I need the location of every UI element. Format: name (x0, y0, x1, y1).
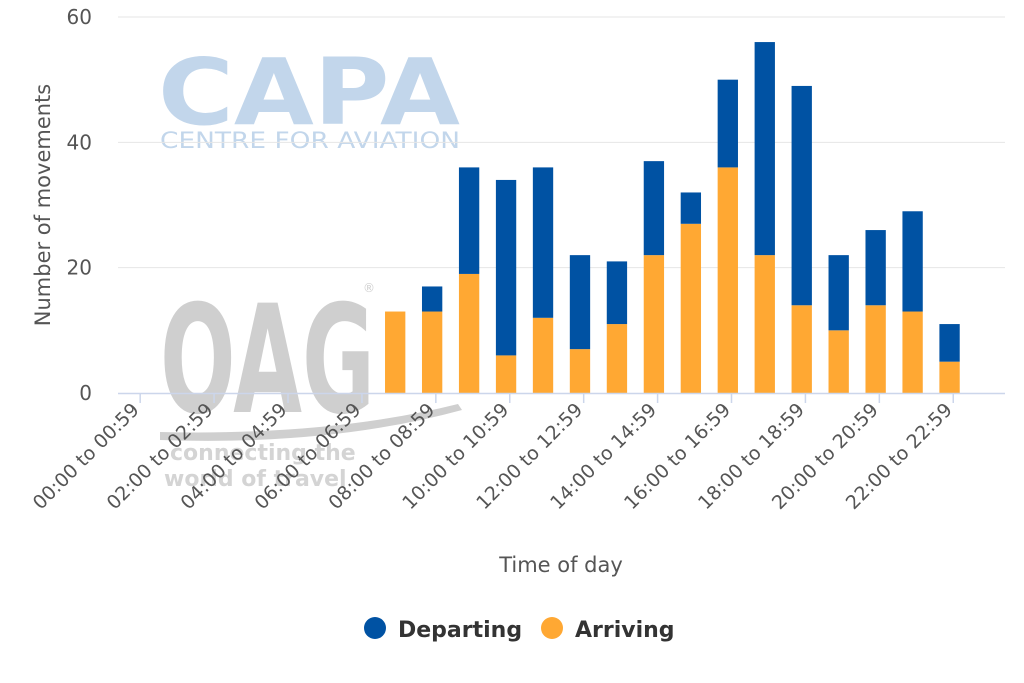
legend-label-departing[interactable]: Departing (398, 618, 522, 643)
oag-tagline-line1: connecting the (170, 441, 356, 466)
bars (385, 42, 960, 393)
bar-arriving[interactable] (421, 311, 443, 393)
bar-arriving[interactable] (939, 361, 960, 393)
bar-departing[interactable] (754, 42, 775, 256)
capa-logo-text: CAPA (158, 39, 460, 146)
bar-arriving[interactable] (791, 305, 812, 393)
bar-departing[interactable] (902, 211, 923, 312)
bar-departing[interactable] (939, 324, 960, 362)
x-axis-title: Time of day (498, 553, 623, 577)
bar-departing[interactable] (717, 79, 738, 168)
bar-departing[interactable] (865, 230, 886, 306)
bar-arriving[interactable] (458, 273, 480, 393)
bar-arriving[interactable] (495, 355, 517, 393)
legend: Departing Arriving (364, 617, 675, 643)
oag-registered-mark: ® (363, 281, 375, 295)
bar-arriving[interactable] (754, 255, 775, 393)
bar-arriving[interactable] (643, 255, 665, 393)
legend-label-arriving[interactable]: Arriving (575, 618, 675, 643)
bar-departing[interactable] (569, 255, 591, 350)
grid-lines (118, 16, 1005, 269)
y-axis-title: Number of movements (31, 84, 55, 326)
watermark-capa: CAPA CENTRE FOR AVIATION (158, 39, 460, 154)
bar-departing[interactable] (828, 255, 849, 331)
capa-tagline: CENTRE FOR AVIATION (160, 129, 460, 154)
bar-departing[interactable] (421, 286, 443, 312)
bar-arriving[interactable] (680, 223, 702, 393)
bar-arriving[interactable] (385, 311, 406, 393)
bar-arriving[interactable] (902, 311, 923, 393)
watermark-oag: OAG ® connecting the world of travel (160, 274, 462, 492)
bar-departing[interactable] (606, 261, 628, 325)
bar-arriving[interactable] (569, 349, 591, 393)
bar-departing[interactable] (458, 167, 480, 274)
bar-departing[interactable] (791, 85, 812, 306)
bar-departing[interactable] (643, 161, 665, 256)
y-tick-label: 20 (67, 256, 92, 280)
legend-marker-departing[interactable] (364, 617, 386, 639)
oag-tagline-line2: world of travel (164, 467, 347, 492)
bar-departing[interactable] (680, 192, 702, 224)
y-tick-label: 40 (67, 130, 92, 154)
bar-arriving[interactable] (532, 317, 554, 393)
bar-arriving[interactable] (606, 324, 628, 393)
y-tick-label: 0 (79, 381, 92, 405)
oag-swoosh-icon (160, 404, 462, 441)
bar-arriving[interactable] (717, 167, 738, 393)
legend-marker-arriving[interactable] (541, 617, 563, 639)
bar-arriving[interactable] (865, 305, 886, 393)
bar-departing[interactable] (495, 179, 517, 356)
y-tick-label: 60 (67, 5, 92, 29)
bar-departing[interactable] (532, 167, 554, 318)
bar-arriving[interactable] (828, 330, 849, 393)
y-axis-ticks: 0 20 40 60 (67, 5, 92, 405)
oag-logo-text: OAG (160, 274, 375, 448)
